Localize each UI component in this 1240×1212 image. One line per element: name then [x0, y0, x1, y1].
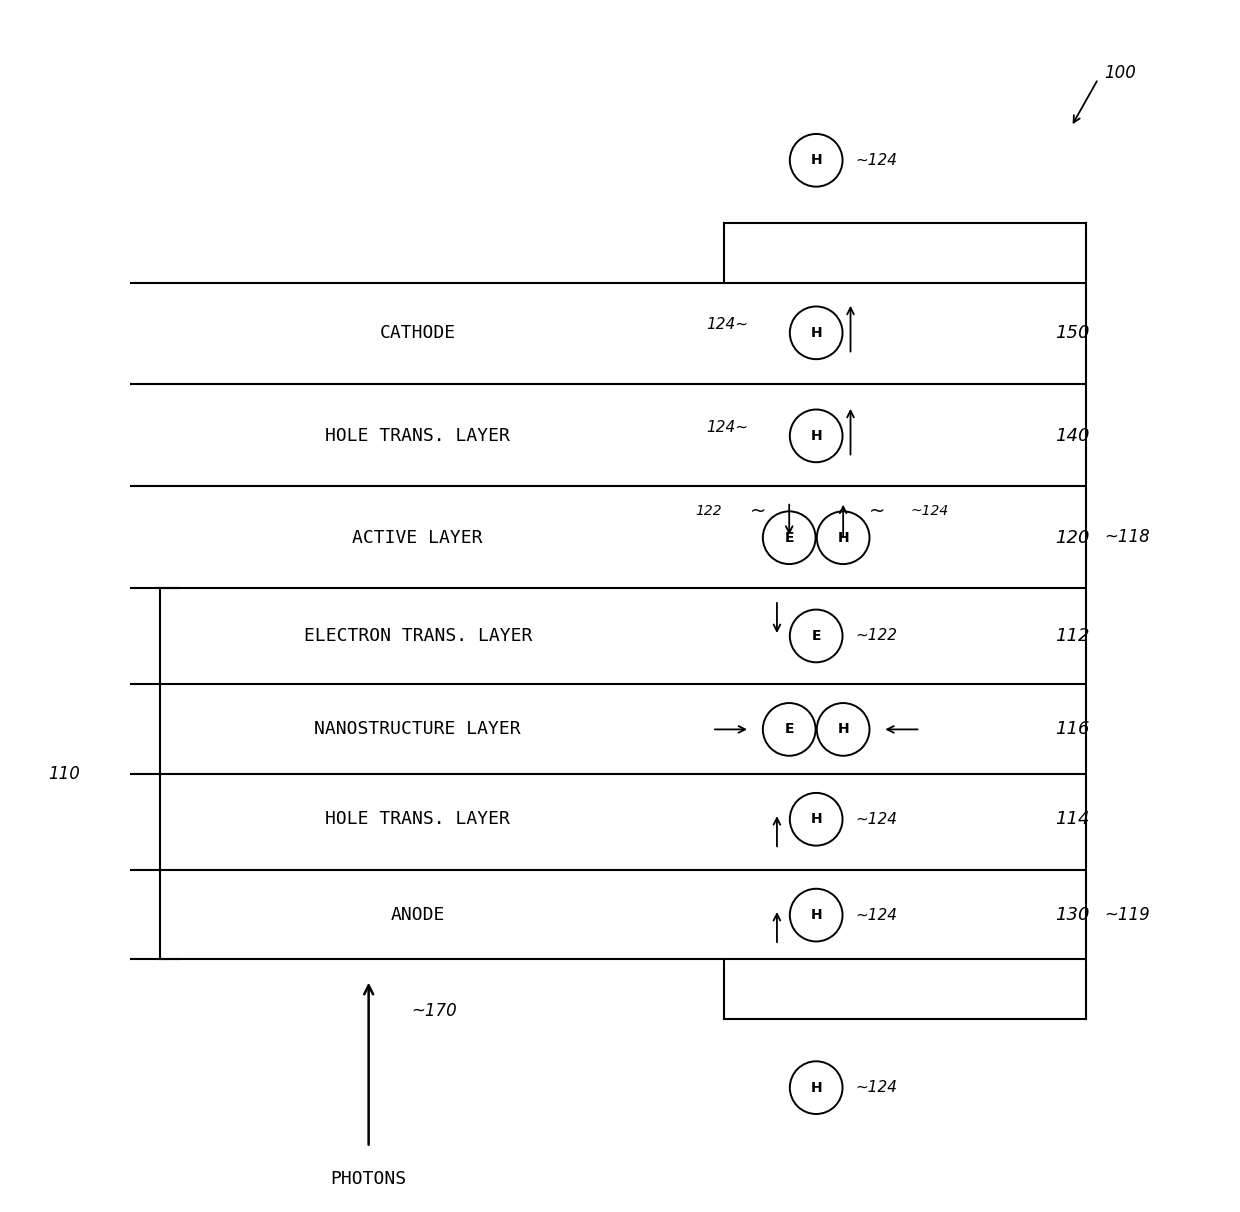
Text: 140: 140	[1055, 427, 1090, 445]
Text: ~: ~	[750, 502, 766, 521]
Text: 124~: 124~	[707, 318, 749, 332]
Text: 122: 122	[696, 504, 722, 519]
Text: PHOTONS: PHOTONS	[331, 1170, 407, 1188]
Text: H: H	[811, 812, 822, 827]
Text: NANOSTRUCTURE LAYER: NANOSTRUCTURE LAYER	[315, 720, 521, 738]
Text: 110: 110	[48, 765, 81, 783]
Text: ~124: ~124	[856, 1080, 898, 1096]
Text: ~118: ~118	[1105, 527, 1149, 545]
Text: HOLE TRANS. LAYER: HOLE TRANS. LAYER	[325, 427, 510, 445]
Text: ELECTRON TRANS. LAYER: ELECTRON TRANS. LAYER	[304, 627, 532, 645]
Text: 150: 150	[1055, 324, 1090, 342]
Text: H: H	[811, 1081, 822, 1094]
Text: ~122: ~122	[856, 629, 898, 644]
Text: H: H	[811, 429, 822, 442]
Text: 120: 120	[1055, 528, 1090, 547]
Text: H: H	[837, 531, 849, 544]
Text: H: H	[811, 326, 822, 339]
Text: 112: 112	[1055, 627, 1090, 645]
Text: E: E	[785, 722, 794, 737]
Text: 124~: 124~	[707, 421, 749, 435]
Text: ~124: ~124	[910, 504, 949, 519]
Text: H: H	[837, 722, 849, 737]
Text: CATHODE: CATHODE	[379, 324, 456, 342]
Text: H: H	[811, 908, 822, 922]
Text: 100: 100	[1105, 64, 1136, 82]
Text: ~119: ~119	[1105, 907, 1149, 924]
Text: ~124: ~124	[856, 812, 898, 827]
Text: 114: 114	[1055, 811, 1090, 828]
Text: ~124: ~124	[856, 908, 898, 922]
Text: E: E	[785, 531, 794, 544]
Text: E: E	[811, 629, 821, 642]
Text: ANODE: ANODE	[391, 907, 445, 924]
Text: HOLE TRANS. LAYER: HOLE TRANS. LAYER	[325, 811, 510, 828]
Text: ~124: ~124	[856, 153, 898, 167]
Text: ~: ~	[869, 502, 885, 521]
Text: ~170: ~170	[412, 1002, 458, 1021]
Text: 116: 116	[1055, 720, 1090, 738]
Text: ACTIVE LAYER: ACTIVE LAYER	[352, 528, 482, 547]
Text: H: H	[811, 153, 822, 167]
Text: 130: 130	[1055, 907, 1090, 924]
